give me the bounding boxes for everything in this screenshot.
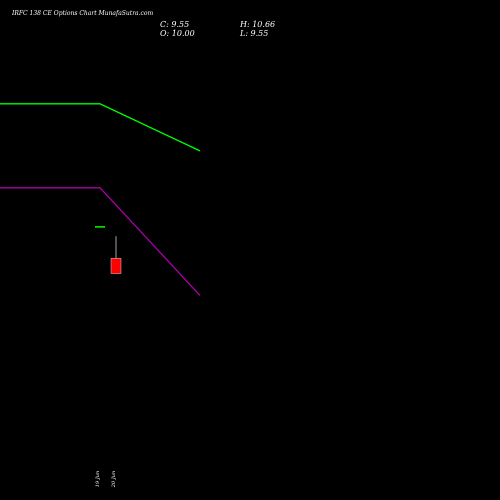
x-tick-label: 20 Jun	[111, 470, 117, 488]
series-line-1	[0, 187, 201, 296]
x-tick-label: 19 Jun	[95, 470, 101, 488]
high-value: H: 10.66	[240, 20, 276, 29]
candle-body-0	[95, 226, 105, 228]
open-value: O: 10.00	[160, 29, 195, 38]
series-line-0	[0, 103, 201, 152]
chart-title: IRFC 138 CE Options Chart MunafaSutra.co…	[12, 10, 154, 17]
candle-body-1	[110, 258, 122, 274]
close-value: C: 9.55	[160, 20, 190, 29]
low-value: L: 9.55	[240, 29, 269, 38]
